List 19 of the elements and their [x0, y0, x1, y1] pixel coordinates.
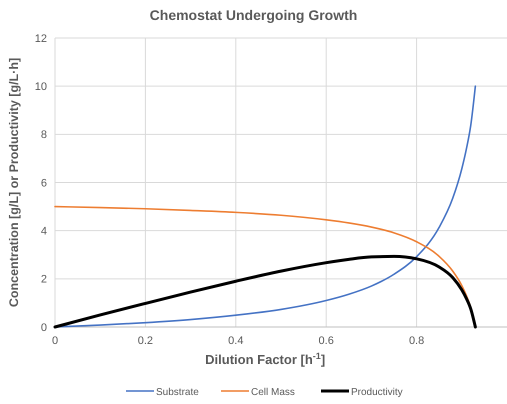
y-tick-label: 12: [34, 32, 47, 45]
y-tick-label: 2: [40, 274, 47, 286]
x-tick-label: 0.8: [408, 335, 424, 347]
y-tick-label: 10: [34, 81, 47, 94]
y-tick-label: 6: [40, 177, 47, 190]
y-tick-label: 8: [40, 129, 47, 142]
legend-label: Substrate: [156, 387, 200, 398]
x-tick-label: 0.2: [138, 335, 154, 347]
y-tick-label: 0: [40, 322, 47, 334]
x-tick-label: 0: [52, 335, 58, 347]
y-tick-label: 4: [40, 226, 47, 238]
chart-title: Chemostat Undergoing Growth: [150, 7, 358, 23]
y-axis-title: Concentration [g/L] or Productivity [g/L·h]: [7, 58, 21, 308]
line-series: [54, 254, 477, 328]
legend-label: Productivity: [351, 387, 403, 398]
legend-label: Cell Mass: [251, 387, 295, 398]
x-tick-label: 0.6: [318, 335, 334, 347]
x-tick-label: 0.4: [228, 335, 244, 347]
x-axis-title: Dilution Factor [h$^{-1}$]: [205, 351, 326, 367]
